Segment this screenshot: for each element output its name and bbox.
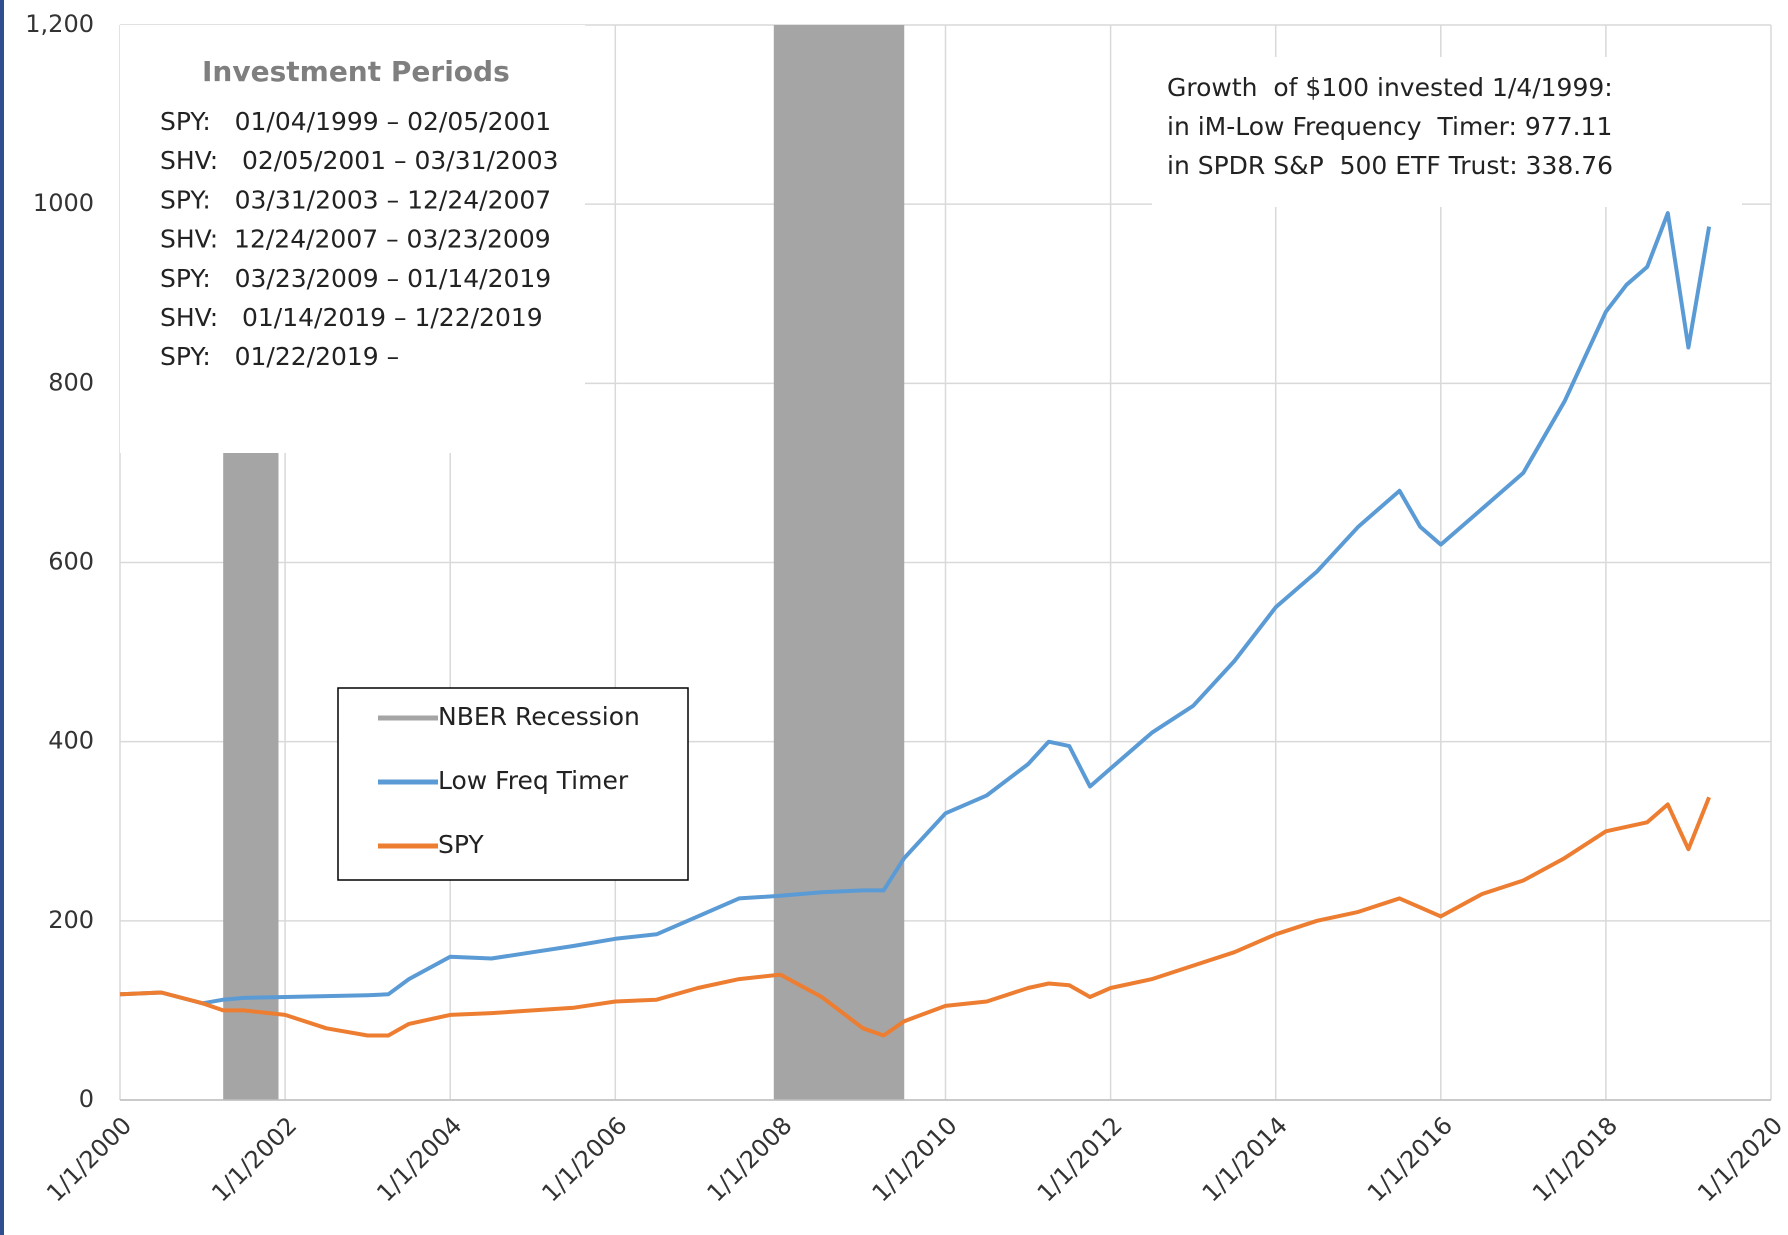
legend-label: NBER Recession: [438, 702, 640, 731]
x-tick-label: 1/1/2010: [867, 1111, 963, 1207]
y-tick-label: 1,200: [25, 10, 94, 38]
period-line: SHV: 02/05/2001 – 03/31/2003: [160, 146, 559, 175]
growth-line: in iM-Low Frequency Timer: 977.11: [1167, 112, 1612, 141]
growth-line: in SPDR S&P 500 ETF Trust: 338.76: [1167, 151, 1613, 180]
period-line: SHV: 01/14/2019 – 1/22/2019: [160, 303, 543, 332]
legend-label: Low Freq Timer: [438, 766, 629, 795]
period-line: SPY: 01/04/1999 – 02/05/2001: [160, 107, 551, 136]
x-tick-label: 1/1/2018: [1527, 1111, 1623, 1207]
legend-label: SPY: [438, 830, 484, 859]
periods-box: [120, 25, 585, 453]
period-line: SPY: 03/31/2003 – 12/24/2007: [160, 185, 551, 214]
x-tick-label: 1/1/2014: [1197, 1111, 1293, 1207]
periods-title: Investment Periods: [202, 55, 510, 88]
left-border: [0, 0, 4, 1235]
growth-box: [1152, 57, 1742, 207]
lines: [119, 211, 1712, 1038]
x-tick-label: 1/1/2016: [1362, 1111, 1458, 1207]
y-tick-label: 1000: [33, 189, 94, 217]
x-tick-label: 1/1/2000: [41, 1111, 137, 1207]
x-tick-label: 1/1/2020: [1692, 1111, 1788, 1207]
y-tick-label: 200: [48, 906, 94, 934]
x-tick-label: 1/1/2012: [1032, 1111, 1128, 1207]
x-tick-label: 1/1/2008: [702, 1111, 798, 1207]
growth-line: Growth of $100 invested 1/4/1999:: [1167, 73, 1613, 102]
annotations: Investment Periods SPY: 01/04/1999 – 02/0…: [120, 25, 1742, 881]
x-tick-label: 1/1/2004: [371, 1111, 467, 1207]
recession-band: [773, 25, 905, 1100]
series-line: [119, 796, 1711, 1038]
x-tick-label: 1/1/2006: [536, 1111, 632, 1207]
y-tick-label: 800: [48, 368, 94, 396]
period-line: SPY: 01/22/2019 –: [160, 342, 399, 371]
y-tick-label: 400: [48, 727, 94, 755]
x-tick-label: 1/1/2002: [206, 1111, 302, 1207]
period-line: SHV: 12/24/2007 – 03/23/2009: [160, 225, 551, 254]
y-tick-label: 600: [48, 548, 94, 576]
period-line: SPY: 03/23/2009 – 01/14/2019: [160, 264, 551, 293]
series-line: [119, 211, 1712, 1006]
y-tick-label: 0: [79, 1085, 94, 1113]
